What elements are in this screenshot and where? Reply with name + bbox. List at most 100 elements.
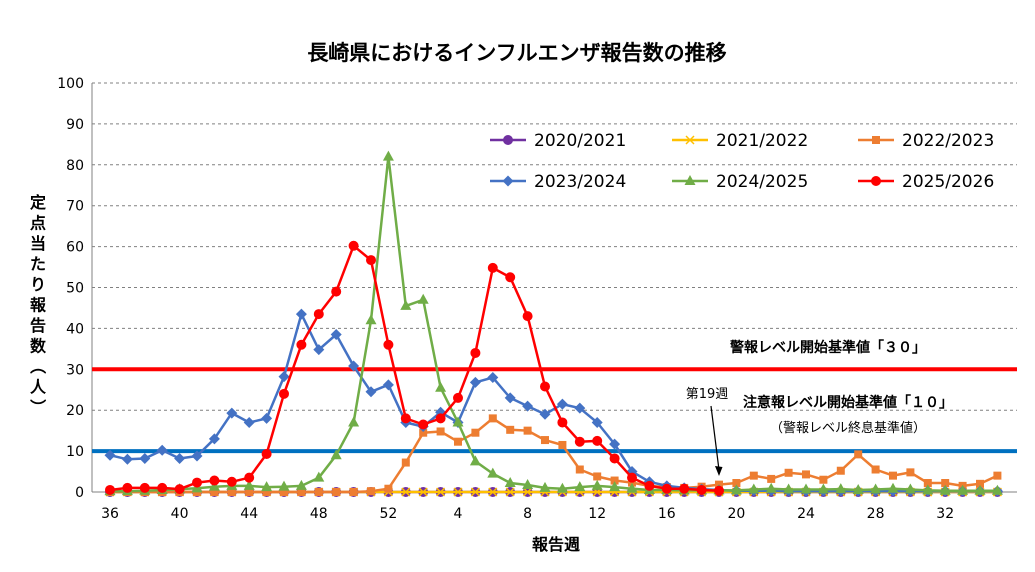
data-point xyxy=(382,379,394,391)
data-point xyxy=(574,402,586,414)
data-point xyxy=(349,488,358,496)
legend-swatch-marker xyxy=(872,136,880,144)
data-point xyxy=(382,150,394,161)
y-axis-title-char: り xyxy=(30,275,46,294)
marker-stroke xyxy=(470,487,480,497)
legend-item: 2024/2025 xyxy=(672,172,808,192)
data-point xyxy=(765,482,777,493)
data-point xyxy=(348,360,360,372)
series-layer xyxy=(104,150,1003,497)
x-tick-label: 32 xyxy=(936,506,954,522)
data-point xyxy=(504,477,516,488)
y-tick-label: 90 xyxy=(66,117,84,133)
legend-swatch-marker xyxy=(502,175,514,187)
legend-label: 2022/2023 xyxy=(902,131,994,151)
y-tick-label: 50 xyxy=(66,281,84,297)
data-point xyxy=(889,471,897,480)
y-tick-label: 40 xyxy=(66,321,84,337)
legend-label: 2021/2022 xyxy=(716,131,808,151)
data-point xyxy=(243,479,255,490)
caution-threshold-sublabel: （警報レベル終息基準値） xyxy=(770,420,926,436)
data-point xyxy=(400,413,411,424)
x-tick-label: 28 xyxy=(867,506,885,522)
data-point xyxy=(487,262,498,273)
legend-swatch-marker xyxy=(871,176,881,186)
data-point xyxy=(278,371,290,383)
data-point xyxy=(348,416,360,427)
data-point xyxy=(506,425,515,434)
data-point xyxy=(417,293,429,304)
y-axis-title-char: 告 xyxy=(30,316,46,335)
data-point xyxy=(262,488,271,496)
data-point xyxy=(139,452,151,464)
data-point xyxy=(314,488,323,496)
data-point xyxy=(469,455,481,466)
series-line xyxy=(109,312,998,493)
data-point xyxy=(817,483,829,494)
data-point xyxy=(471,428,480,437)
data-point xyxy=(226,407,238,419)
data-point xyxy=(348,240,359,251)
series-line xyxy=(110,155,998,493)
data-point xyxy=(939,484,951,495)
data-point xyxy=(593,472,602,481)
data-point xyxy=(401,458,410,467)
data-point xyxy=(191,450,203,462)
data-point xyxy=(488,487,498,497)
x-tick-label: 44 xyxy=(240,506,258,522)
data-point xyxy=(783,483,795,494)
y-tick-label: 20 xyxy=(66,403,84,419)
data-point xyxy=(192,477,202,488)
marker-stroke xyxy=(685,135,695,145)
y-axis-title-char: 点 xyxy=(30,214,46,233)
current-week-arrow-line xyxy=(710,405,720,471)
legend-label: 2024/2025 xyxy=(716,172,808,192)
data-point xyxy=(609,453,620,464)
legend-label: 2023/2024 xyxy=(534,172,626,192)
data-point xyxy=(714,485,724,496)
data-point xyxy=(922,484,934,495)
legend-item: 2023/2024 xyxy=(490,172,626,192)
data-point xyxy=(280,488,288,496)
data-point xyxy=(488,414,497,423)
data-point xyxy=(991,484,1003,495)
data-point xyxy=(243,416,255,428)
data-point xyxy=(974,484,986,495)
data-point xyxy=(261,481,273,492)
marker-stroke xyxy=(488,487,498,497)
data-point xyxy=(696,484,707,495)
data-point xyxy=(730,484,742,495)
data-point xyxy=(541,436,549,445)
data-point xyxy=(332,488,341,496)
data-point xyxy=(313,309,324,320)
data-point xyxy=(941,479,950,488)
data-point xyxy=(295,308,307,320)
data-point xyxy=(208,480,220,491)
data-point xyxy=(384,484,393,493)
data-point xyxy=(418,487,428,497)
data-point xyxy=(523,426,532,435)
data-point xyxy=(522,400,534,412)
x-tick-label: 12 xyxy=(588,506,606,522)
data-point xyxy=(174,484,185,495)
y-axis-title-char: 数 xyxy=(30,337,47,356)
data-point xyxy=(419,428,428,437)
y-tick-label: 80 xyxy=(66,158,84,174)
data-point xyxy=(453,392,463,403)
data-point xyxy=(208,433,220,445)
data-point xyxy=(748,483,760,494)
data-point xyxy=(522,479,534,490)
y-tick-label: 100 xyxy=(57,76,84,92)
data-point xyxy=(470,347,481,358)
marker-stroke xyxy=(401,487,411,497)
grid-layer xyxy=(92,82,1017,452)
data-point xyxy=(906,468,915,477)
series-markers xyxy=(105,240,724,496)
marker-stroke xyxy=(418,487,428,497)
data-point xyxy=(209,475,220,486)
data-point xyxy=(539,408,551,420)
x-tick-label: 36 xyxy=(101,506,119,522)
data-point xyxy=(802,470,810,479)
